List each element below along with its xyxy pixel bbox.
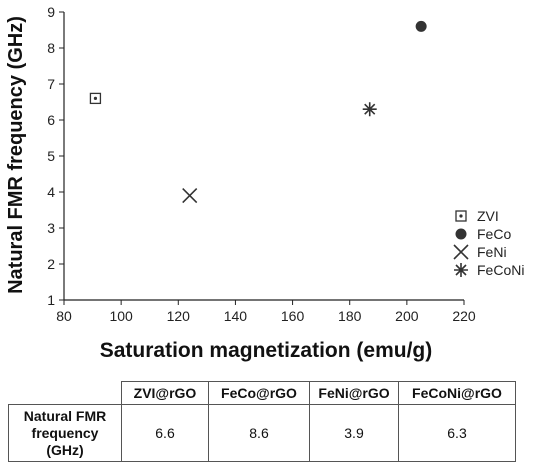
x-axis-label: Saturation magnetization (emu/g)	[100, 339, 433, 362]
legend-label-feconi: FeCoNi	[477, 262, 524, 278]
table-header-zvi: ZVI@rGO	[121, 381, 209, 405]
legend-marker-feco	[455, 228, 467, 240]
axes	[63, 12, 464, 301]
table-row: Natural FMR frequency (GHz) 6.6 8.6 3.9 …	[8, 404, 516, 462]
y-tick-label: 4	[47, 184, 55, 200]
legend-marker-feconi	[454, 263, 468, 277]
x-tick-label: 80	[56, 308, 72, 324]
data-point-feconi	[362, 102, 377, 117]
table-cell-feni: 3.9	[309, 404, 399, 462]
data-points	[89, 20, 427, 204]
legend-label-feco: FeCo	[477, 226, 511, 242]
fmr-frequency-table: ZVI@rGO FeCo@rGO FeNi@rGO FeCoNi@rGO Nat…	[8, 381, 516, 462]
row-label-line: Natural FMR	[23, 407, 107, 424]
table-cell-feco: 8.6	[208, 404, 310, 462]
y-tick-label: 7	[47, 76, 55, 92]
x-tick-label: 180	[338, 308, 362, 324]
legend-marker-feni	[453, 244, 469, 260]
y-ticks: 1 2 3 4 5 6 7 8 9	[47, 4, 64, 308]
data-point-feco	[415, 20, 427, 32]
x-tick-label: 200	[395, 308, 419, 324]
y-tick-label: 6	[47, 112, 55, 128]
table-header-feco: FeCo@rGO	[208, 381, 310, 405]
x-tick-label: 120	[167, 308, 191, 324]
data-point-zvi	[89, 92, 102, 105]
scatter-chart: 80 100 120 140 160 180 200 220 1 2 3 4 5 6 7 8 9 Satura…	[5, 4, 524, 362]
data-point-feni	[182, 188, 198, 204]
table-header-feni: FeNi@rGO	[309, 381, 399, 405]
row-label-line: frequency	[31, 424, 99, 441]
row-label-line: (GHz)	[46, 441, 84, 458]
table-corner	[9, 382, 122, 405]
x-tick-label: 160	[281, 308, 305, 324]
y-tick-label: 8	[47, 40, 55, 56]
y-axis-label: Natural FMR frequency (GHz)	[5, 16, 27, 294]
x-tick-label: 140	[224, 308, 248, 324]
table-cell-feconi: 6.3	[398, 404, 516, 462]
table-cell-zvi: 6.6	[121, 404, 209, 462]
y-tick-label: 9	[47, 4, 55, 20]
x-tick-label: 100	[109, 308, 133, 324]
y-tick-label: 1	[47, 292, 55, 308]
table-header-feconi: FeCoNi@rGO	[398, 381, 516, 405]
legend-label-zvi: ZVI	[477, 208, 499, 224]
legend-marker-zvi	[455, 210, 467, 222]
table-row-label: Natural FMR frequency (GHz)	[8, 404, 122, 462]
y-tick-label: 3	[47, 220, 55, 236]
x-ticks: 80 100 120 140 160 180 200 220	[56, 300, 476, 324]
y-tick-label: 5	[47, 148, 55, 164]
table-header-row: ZVI@rGO FeCo@rGO FeNi@rGO FeCoNi@rGO	[9, 381, 516, 405]
legend: ZVI FeCo FeNi FeCoNi	[453, 208, 524, 278]
legend-label-feni: FeNi	[477, 244, 507, 260]
x-tick-label: 220	[452, 308, 476, 324]
y-tick-label: 2	[47, 256, 55, 272]
